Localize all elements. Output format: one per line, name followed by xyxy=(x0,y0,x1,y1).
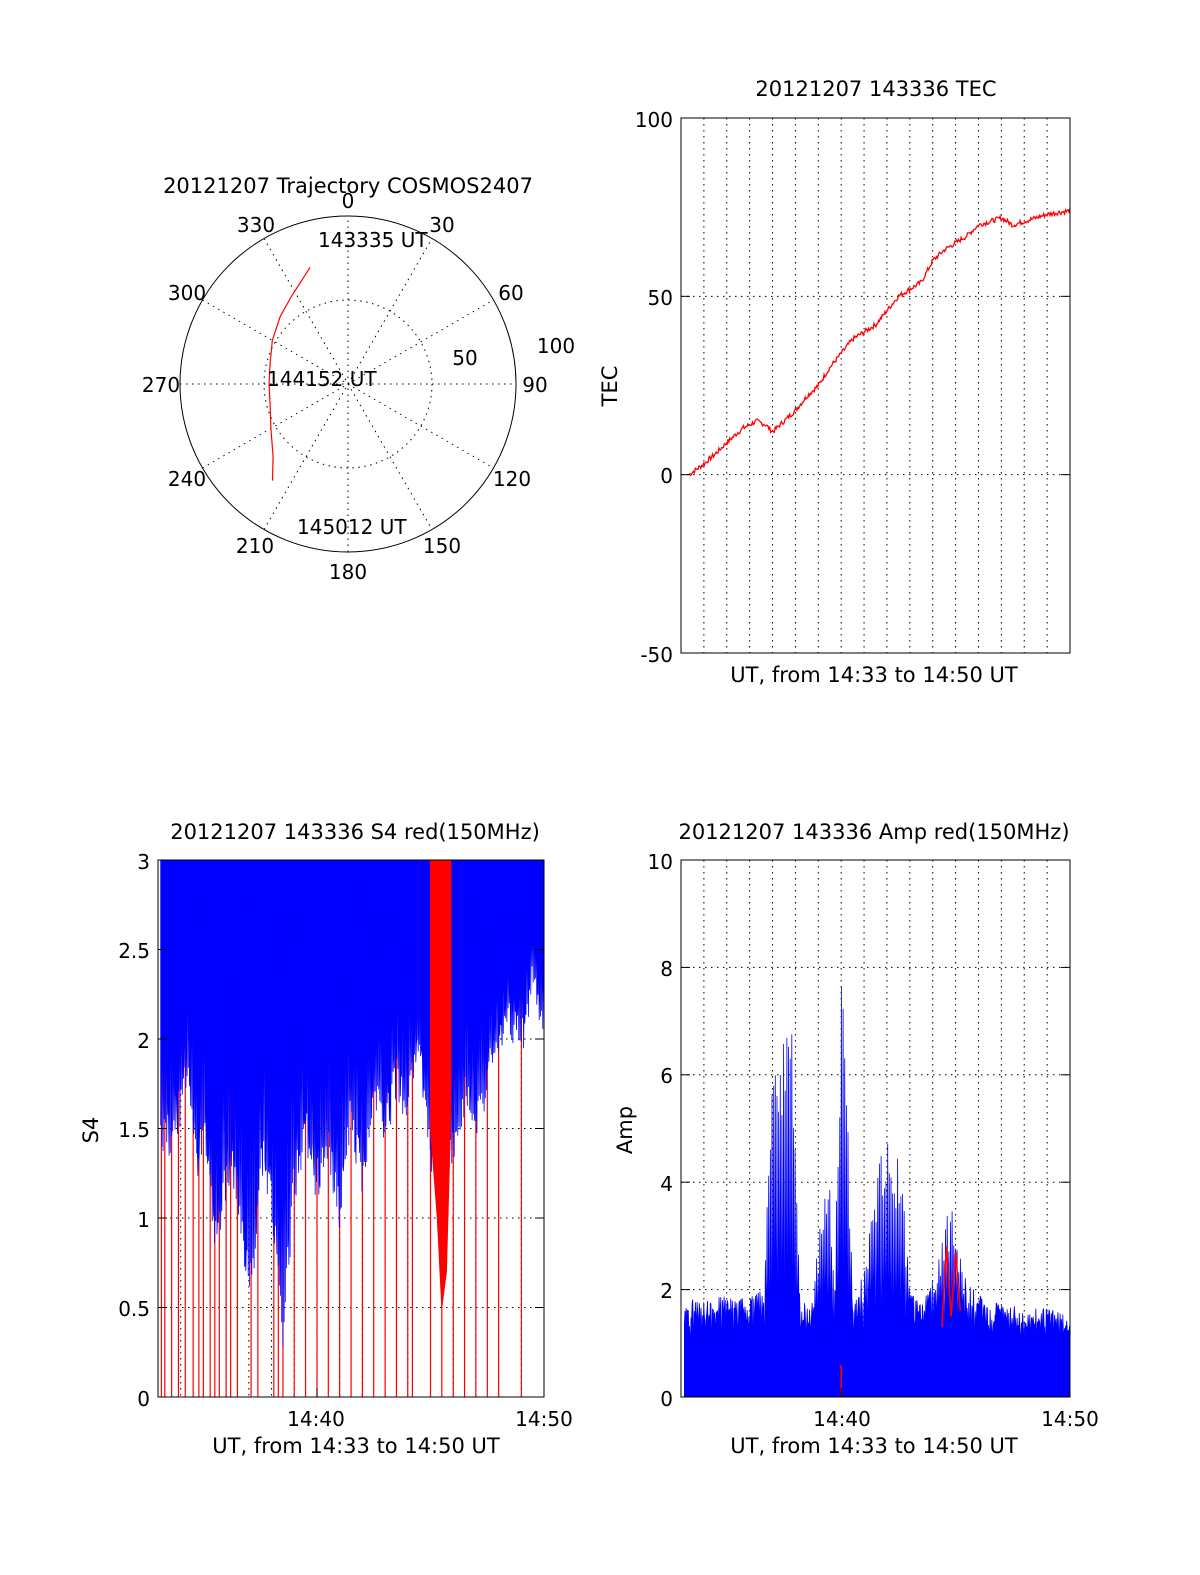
s4-ytick-label-3: 3 xyxy=(137,850,150,874)
amp-title: 20121207 143336 Amp red(150MHz) xyxy=(678,820,1069,844)
amp-ylabel: Amp xyxy=(613,1106,637,1154)
angle-label-30: 30 xyxy=(429,213,454,237)
s4-ytick-label-1.5: 1.5 xyxy=(118,1118,150,1142)
angle-label-120: 120 xyxy=(493,467,531,491)
angle-label-300: 300 xyxy=(168,281,206,305)
tec-title: 20121207 143336 TEC xyxy=(755,77,996,101)
amp-ytick-label-8: 8 xyxy=(660,957,673,981)
amp-plot: 20121207 143336 Amp red(150MHz) 10 8 6 4… xyxy=(613,820,1099,1458)
amp-tick-marks xyxy=(681,859,1071,1398)
mid-time-annotation: 144152 UT xyxy=(267,367,377,391)
s4-tick-marks xyxy=(158,859,545,1398)
tec-tick-marks xyxy=(681,117,1070,654)
tec-ytick-label-100: 100 xyxy=(635,108,673,132)
angle-label-240: 240 xyxy=(168,467,206,491)
amp-ytick-label-0: 0 xyxy=(660,1387,673,1411)
amp-plot-frame xyxy=(680,859,1071,1398)
end-time-annotation: 145012 UT xyxy=(297,515,407,539)
polar-outer-circle xyxy=(179,215,517,553)
tec-plot-frame xyxy=(680,117,1071,654)
tec-plot: 20121207 143336 TEC 100 50 0 -50 TEC UT,… xyxy=(598,77,1071,687)
amp-red-segment-1 xyxy=(941,1246,961,1328)
amp-xlabel: UT, from 14:33 to 14:50 UT xyxy=(730,1434,1018,1458)
s4-ytick-label-2.5: 2.5 xyxy=(118,939,150,963)
tec-gridlines xyxy=(681,118,1070,653)
tec-ytick-label-50: 50 xyxy=(648,286,673,310)
amp-ytick-label-4: 4 xyxy=(660,1172,673,1196)
s4-ylabel: S4 xyxy=(79,1117,103,1144)
angle-label-210: 210 xyxy=(236,534,274,558)
s4-plot: 20121207 143336 S4 red(150MHz) 3 2.5 2 1… xyxy=(79,820,573,1458)
polar-grid xyxy=(180,216,516,552)
angle-label-330: 330 xyxy=(237,213,275,237)
s4-xtick-label-1450: 14:50 xyxy=(515,1407,573,1431)
amp-blue-series-area xyxy=(684,986,1071,1398)
angle-label-150: 150 xyxy=(423,534,461,558)
angle-label-270: 270 xyxy=(142,373,180,397)
angle-label-180: 180 xyxy=(329,560,367,584)
tec-ytick-label-0: 0 xyxy=(660,464,673,488)
trajectory-title: 20121207 Trajectory COSMOS2407 xyxy=(163,174,533,198)
amp-xtick-label-1440: 14:40 xyxy=(813,1407,871,1431)
s4-ytick-label-1: 1 xyxy=(137,1208,150,1232)
amp-ytick-label-10: 10 xyxy=(648,850,673,874)
s4-xtick-label-1440: 14:40 xyxy=(287,1407,345,1431)
angle-label-0: 0 xyxy=(342,189,355,213)
radius-label-50: 50 xyxy=(452,346,477,370)
tec-xlabel: UT, from 14:33 to 14:50 UT xyxy=(730,663,1018,687)
polar-grid-spoke-150 xyxy=(263,238,433,530)
s4-ytick-label-0.5: 0.5 xyxy=(118,1297,150,1321)
trajectory-track-line xyxy=(268,267,311,481)
radius-label-100: 100 xyxy=(537,334,575,358)
amp-ytick-label-6: 6 xyxy=(660,1064,673,1088)
s4-blue-series-area xyxy=(160,859,545,1347)
s4-title: 20121207 143336 S4 red(150MHz) xyxy=(170,820,540,844)
angle-label-90: 90 xyxy=(522,373,547,397)
angle-label-60: 60 xyxy=(498,281,523,305)
amp-xtick-label-1450: 14:50 xyxy=(1041,1407,1099,1431)
s4-red-series-dip xyxy=(430,859,452,1308)
tec-ytick-label-minus50: -50 xyxy=(640,643,673,667)
s4-ytick-label-2: 2 xyxy=(137,1029,150,1053)
tec-ylabel: TEC xyxy=(598,366,622,408)
amp-ytick-label-2: 2 xyxy=(660,1279,673,1303)
trajectory-polar-plot: 20121207 Trajectory COSMOS2407 0 30 60 9… xyxy=(142,174,575,584)
tec-series-line xyxy=(688,208,1071,477)
start-time-annotation: 143335 UT xyxy=(318,228,428,252)
s4-ytick-label-0: 0 xyxy=(137,1387,150,1411)
s4-xlabel: UT, from 14:33 to 14:50 UT xyxy=(212,1434,500,1458)
amp-gridlines xyxy=(681,860,1070,1397)
